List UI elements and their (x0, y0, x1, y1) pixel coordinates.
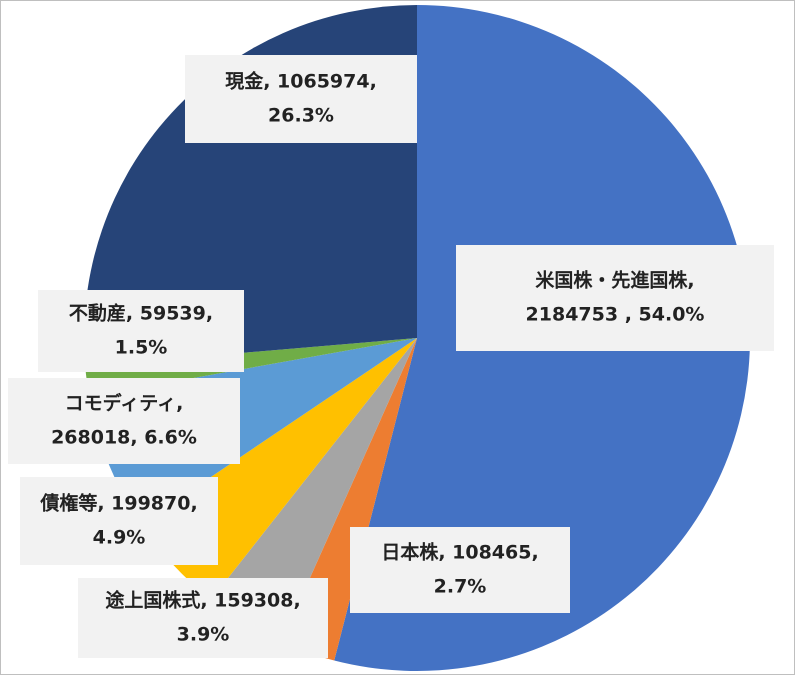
data-label: 債権等, 199870, (39, 492, 197, 515)
data-label: 現金, 1065974, (225, 70, 377, 93)
data-label: 2.7% (434, 576, 487, 598)
data-label-box (20, 477, 218, 565)
data-label: コモディティ, (65, 392, 184, 415)
data-label: 26.3% (268, 105, 334, 127)
data-label-box (8, 378, 240, 464)
data-label: 不動産, 59539, (69, 302, 213, 325)
data-label-box (185, 55, 417, 143)
data-label: 1.5% (115, 337, 168, 359)
data-label: 途上国株式, 159308, (105, 589, 300, 612)
pie-slice (210, 338, 417, 643)
data-label: 268018, 6.6% (51, 427, 197, 449)
data-label: 2184753 , 54.0% (526, 304, 705, 326)
data-label: 米国株・先進国株, (535, 269, 694, 292)
data-label-box (456, 245, 774, 351)
data-label-box (38, 290, 244, 372)
data-label: 4.9% (93, 527, 146, 549)
data-label-box (78, 578, 328, 658)
data-label: 3.9% (177, 624, 230, 646)
data-label-box (350, 527, 570, 613)
data-label: 日本株, 108465, (381, 541, 538, 564)
